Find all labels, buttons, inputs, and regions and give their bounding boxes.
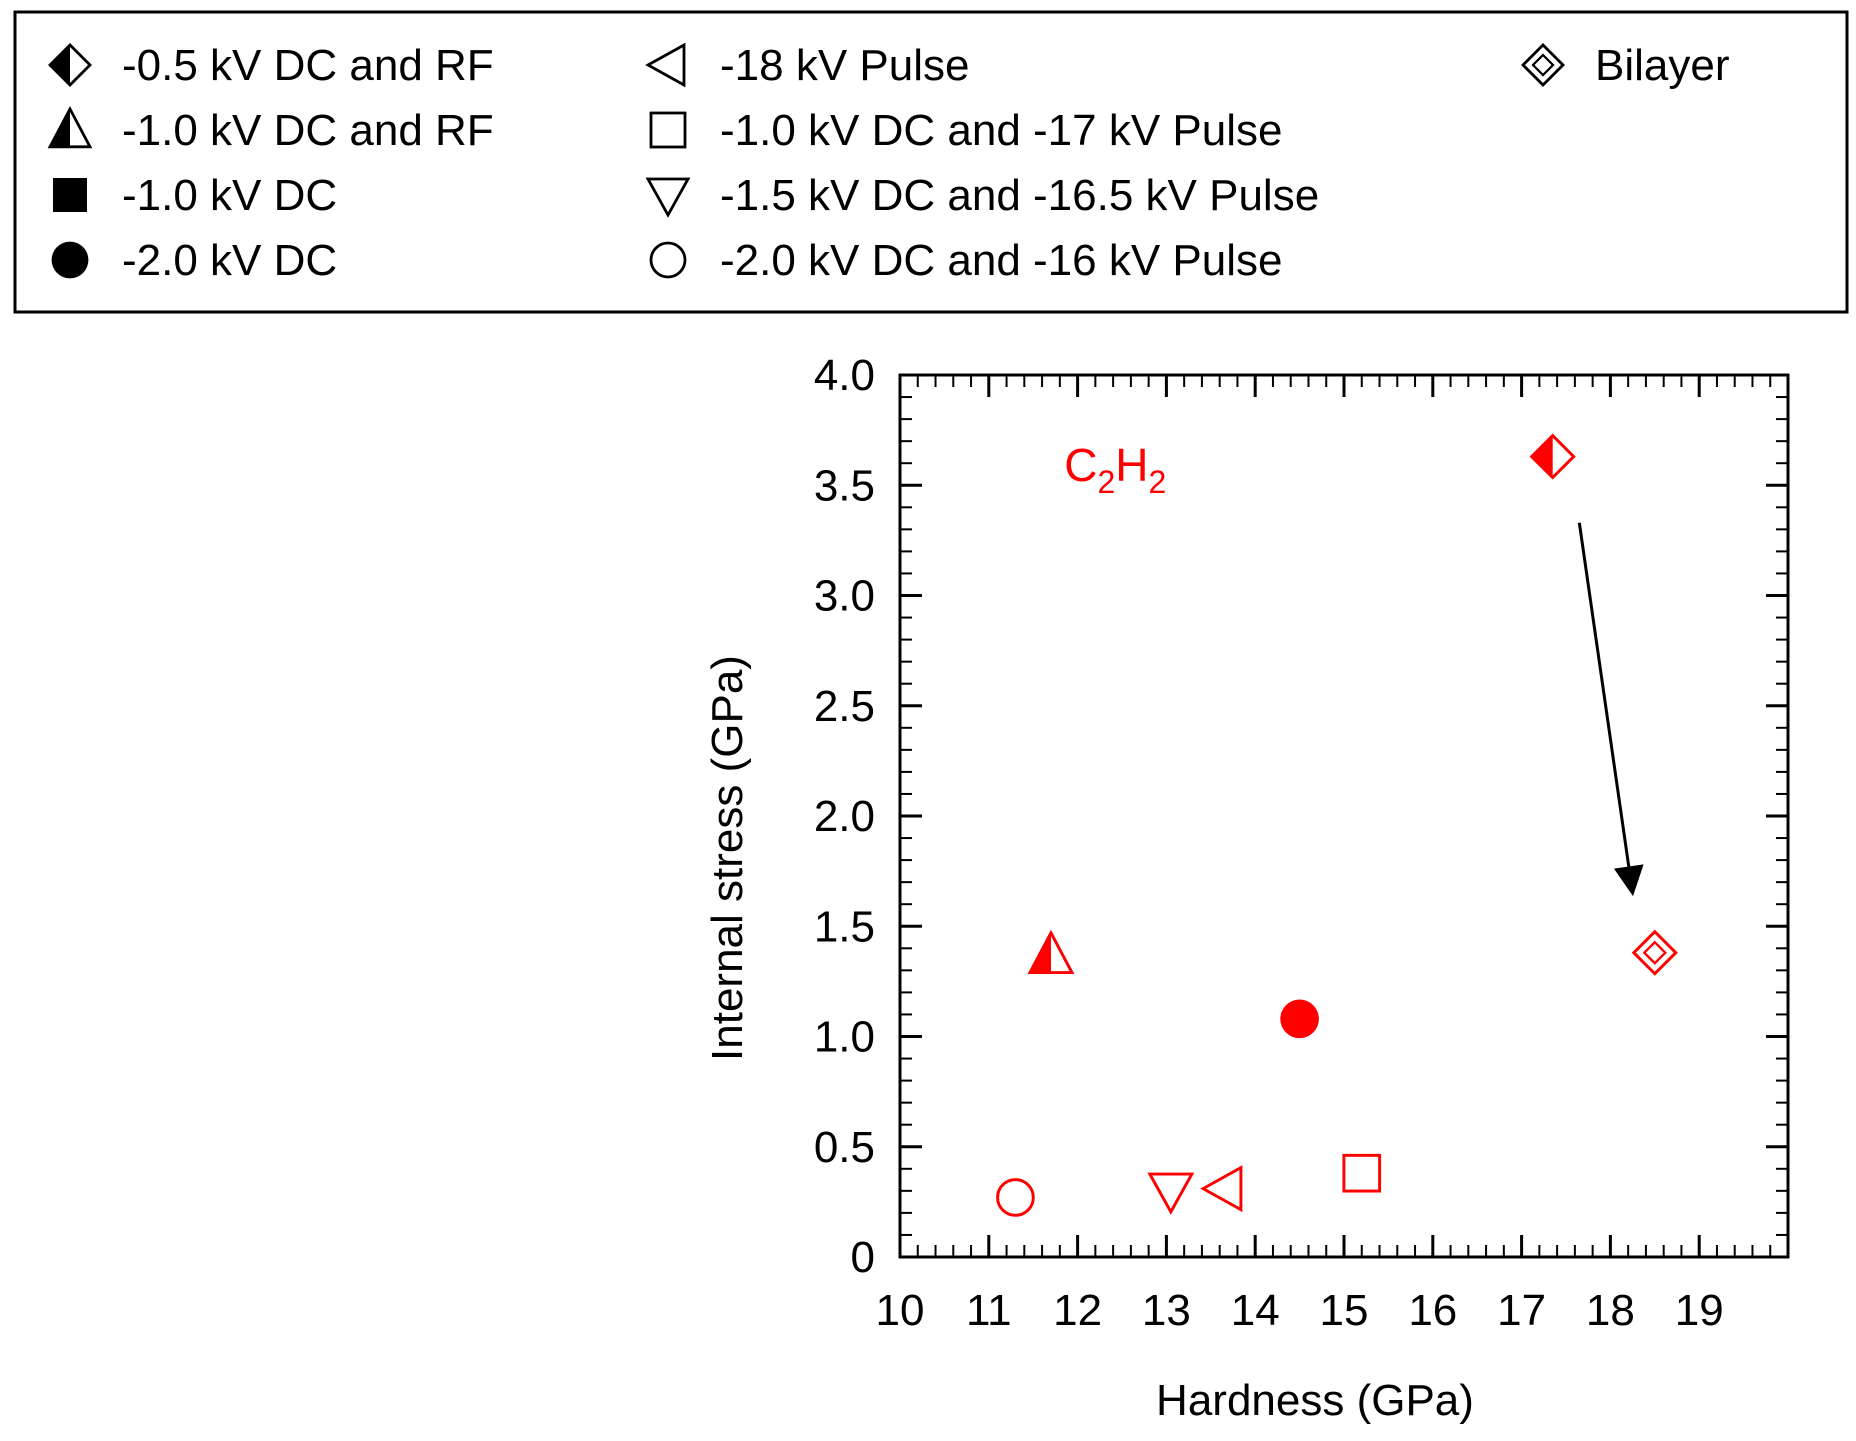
y-tick-label: 2.5 <box>814 682 875 731</box>
legend-frame <box>13 10 1849 314</box>
arrow-annotation <box>1577 522 1644 897</box>
point-filled-circle <box>1280 999 1319 1039</box>
plot-frame <box>898 373 1790 1259</box>
legend-label-6: -1.0 kV DC and -17 kV Pulse <box>720 106 1282 155</box>
x-tick-label: 16 <box>1408 1286 1457 1335</box>
y-tick-label: 3.5 <box>814 461 875 510</box>
c2h2-annotation: C2H2 <box>1064 439 1166 500</box>
legend-marker-open-triangle-left <box>645 42 686 88</box>
axis-ticks <box>898 373 1790 1259</box>
legend-marker-filled-square <box>53 178 87 212</box>
point-open-triangle-left <box>1200 1165 1243 1213</box>
point-half-filled-diamond <box>1529 433 1576 480</box>
legend-marker-double-diamond <box>1521 43 1565 87</box>
y-axis-label: Internal stress (GPa) <box>703 655 752 1061</box>
x-tick-label: 13 <box>1142 1286 1191 1335</box>
legend-marker-half-filled-triangle-up <box>47 106 93 149</box>
y-tick-label: 4.0 <box>814 351 875 400</box>
legend-label-4: -2.0 kV DC <box>122 236 337 285</box>
x-tick-label: 17 <box>1497 1286 1546 1335</box>
y-tick-label: 1.5 <box>814 902 875 951</box>
point-half-filled-triangle-up <box>1027 929 1075 975</box>
x-axis-label: Hardness (GPa) <box>1156 1376 1474 1425</box>
x-tick-label: 19 <box>1675 1286 1724 1335</box>
y-tick-label: 2.0 <box>814 792 875 841</box>
y-tick-label: 3.0 <box>814 572 875 621</box>
legend-label-2: -1.0 kV DC and RF <box>122 106 494 155</box>
data-points <box>996 433 1678 1217</box>
plot-area: 10 11 12 13 14 15 16 17 18 19 0 0.5 1.0 1.5 2.0 2.5 3.0 3… <box>814 351 1790 1335</box>
x-tick-label: 15 <box>1320 1286 1369 1335</box>
y-tick-label: 1.0 <box>814 1013 875 1062</box>
legend-label-5: -18 kV Pulse <box>720 41 969 90</box>
legend-marker-half-filled-diamond <box>48 43 92 87</box>
legend-label-1: -0.5 kV DC and RF <box>122 41 494 90</box>
legend-label-3: -1.0 kV DC <box>122 171 337 220</box>
point-double-diamond <box>1631 929 1678 976</box>
x-tick-label: 11 <box>966 1286 1012 1335</box>
annotation-text: C2H2 <box>1064 439 1166 500</box>
legend-label-8: -2.0 kV DC and -16 kV Pulse <box>720 236 1282 285</box>
point-open-circle <box>996 1178 1035 1217</box>
x-tick-label: 10 <box>876 1286 925 1335</box>
legend-marker-open-square <box>649 111 687 149</box>
legend-marker-open-circle <box>649 241 687 279</box>
axis-tick-labels: 10 11 12 13 14 15 16 17 18 19 0 0.5 1.0 1.5 2.0 2.5 3.0 3… <box>814 351 1724 1335</box>
x-tick-label: 12 <box>1053 1286 1102 1335</box>
y-tick-label: 0.5 <box>814 1123 875 1172</box>
x-tick-label: 18 <box>1586 1286 1635 1335</box>
arrow-line <box>1577 522 1644 897</box>
point-open-triangle-down <box>1147 1172 1195 1215</box>
legend-label-7: -1.5 kV DC and -16.5 kV Pulse <box>720 171 1319 220</box>
y-tick-label: 0 <box>851 1233 875 1282</box>
legend-marker-open-triangle-down <box>645 177 691 218</box>
legend: -0.5 kV DC and RF -1.0 kV DC and RF -1.0… <box>13 10 1849 314</box>
legend-label-9: Bilayer <box>1595 41 1730 90</box>
point-open-square <box>1342 1153 1382 1193</box>
legend-marker-filled-circle <box>51 241 89 279</box>
x-tick-label: 14 <box>1231 1286 1280 1335</box>
